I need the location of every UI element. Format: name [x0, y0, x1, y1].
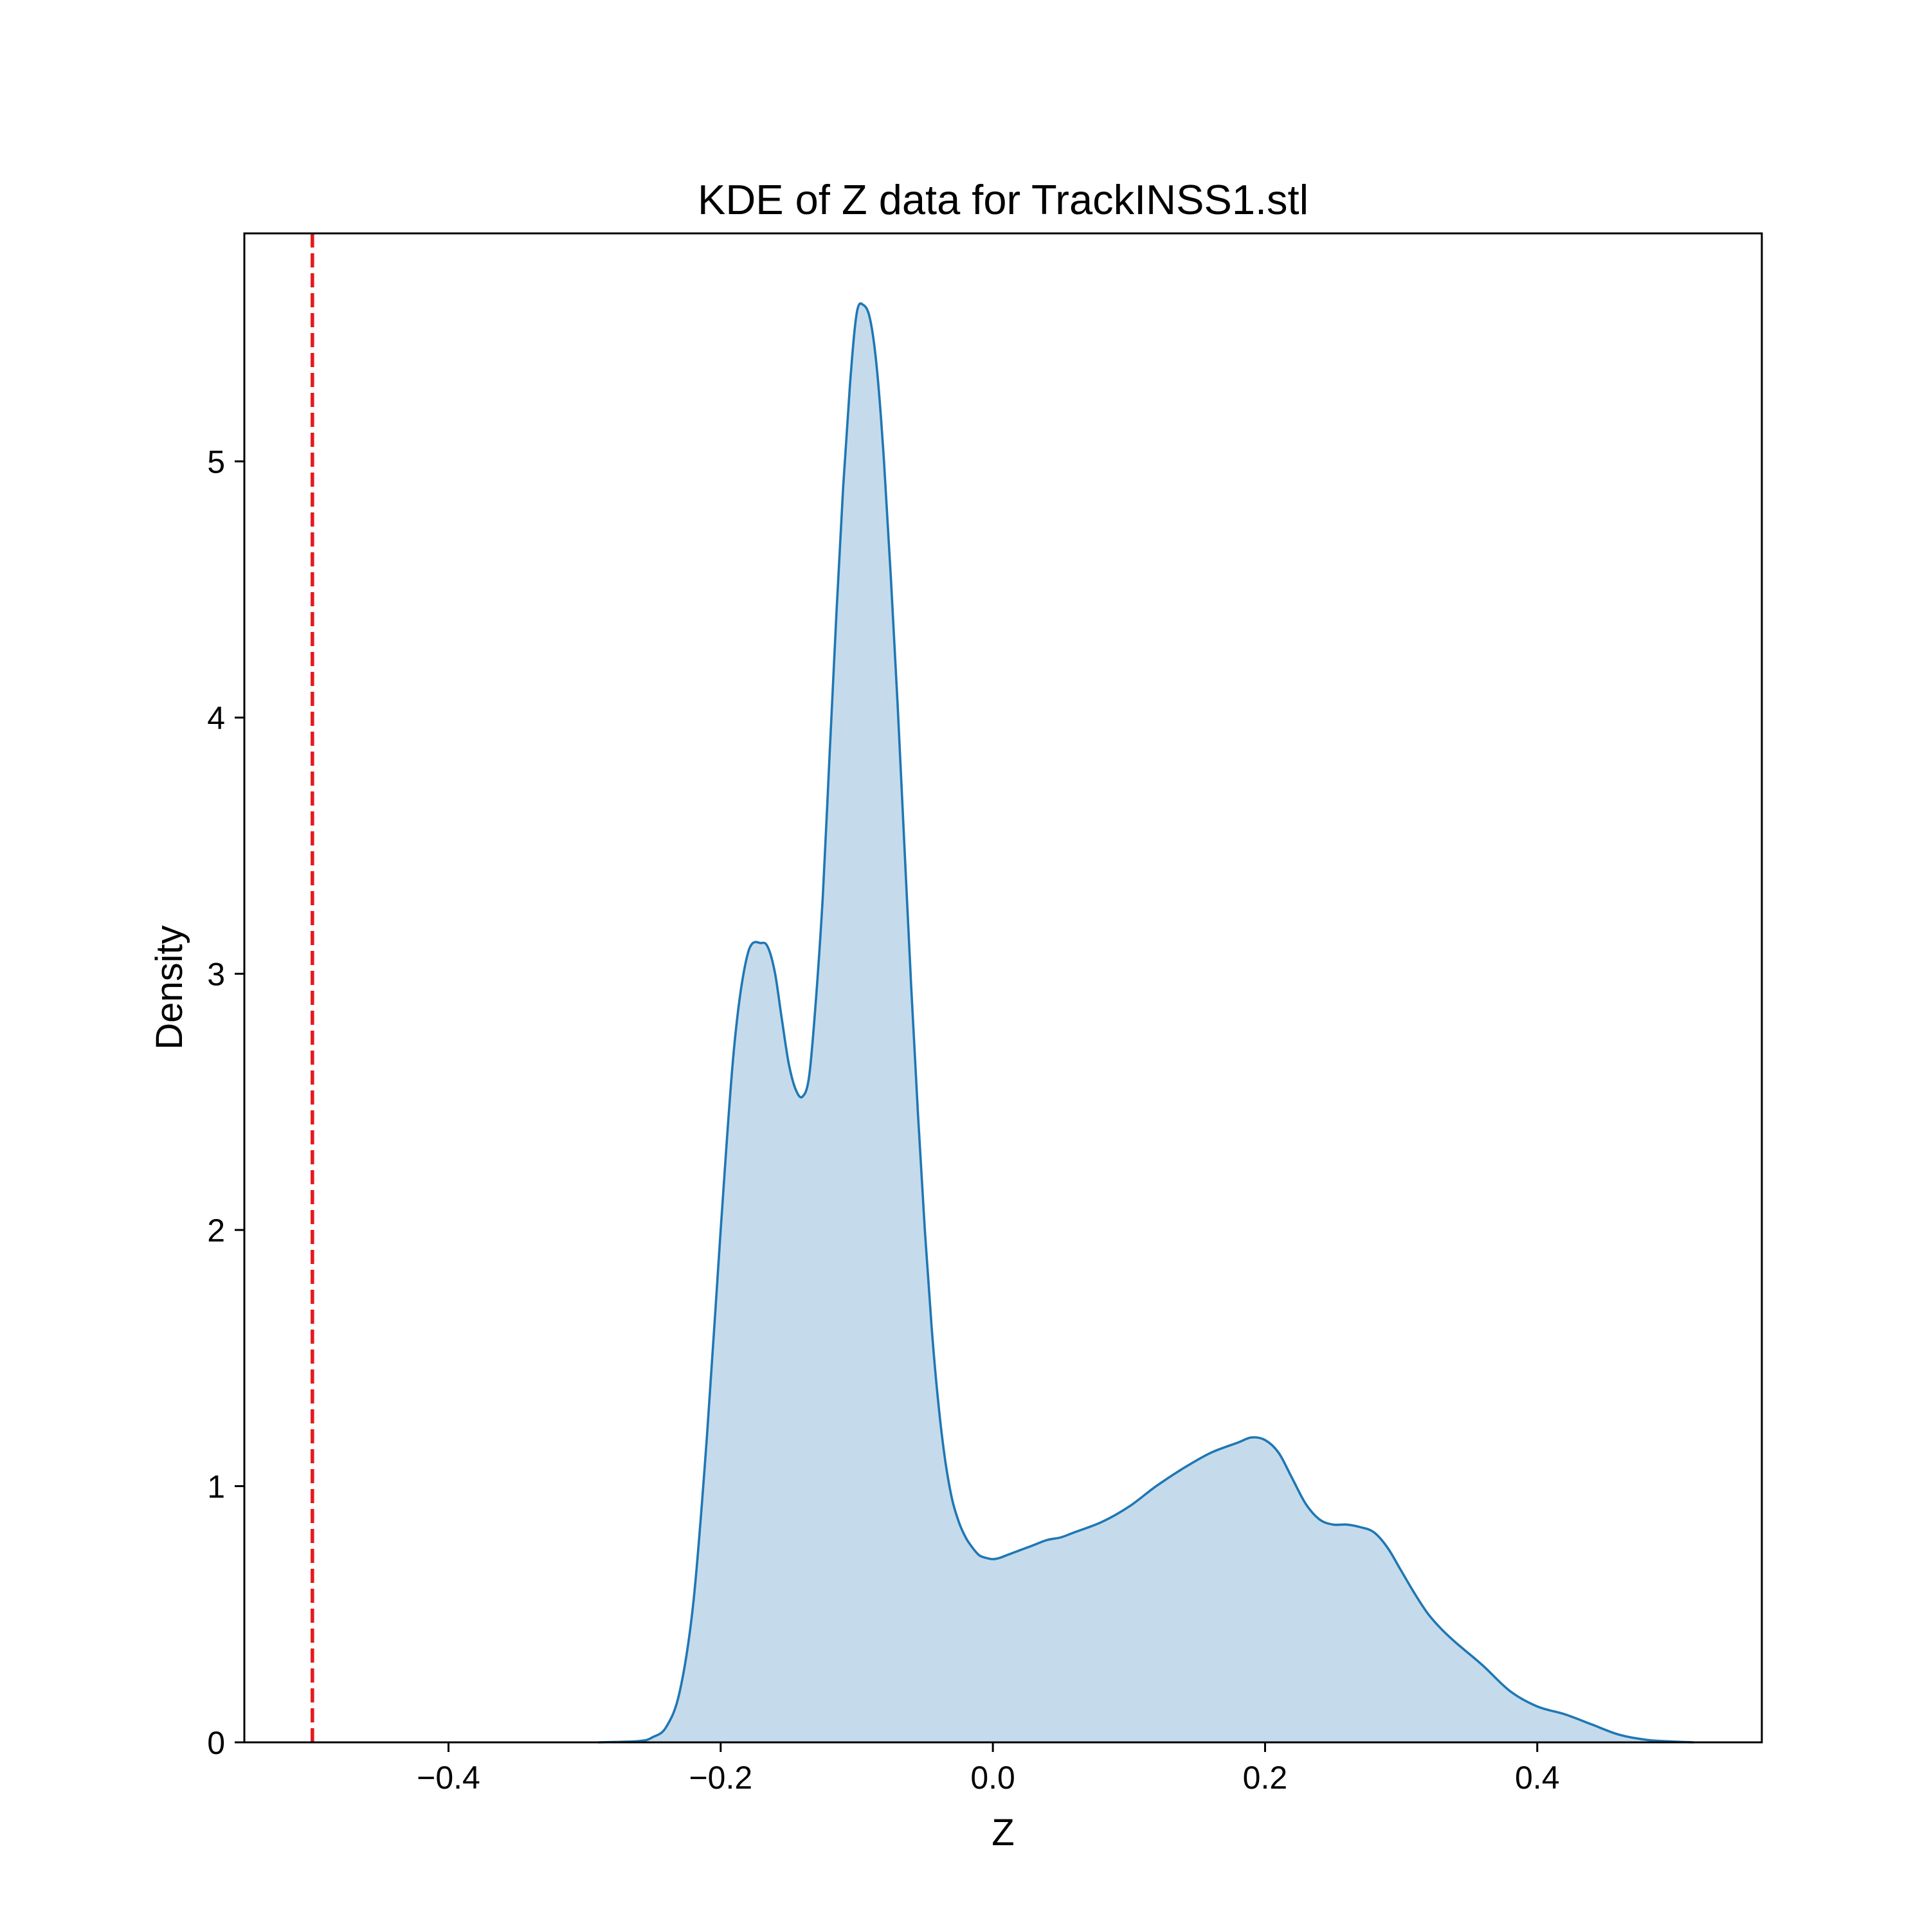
- y-axis-ticks: 0 1 2 3 4 5: [207, 444, 244, 1761]
- density-area-fill: [598, 303, 1694, 1743]
- x-tick-label: −0.4: [417, 1760, 480, 1796]
- y-axis-label: Density: [149, 925, 190, 1049]
- x-tick-label: 0.2: [1243, 1760, 1288, 1796]
- y-tick-label: 1: [207, 1469, 225, 1505]
- y-tick-label: 2: [207, 1213, 225, 1249]
- plot-frame: [243, 232, 1763, 1744]
- x-tick-label: 0.4: [1515, 1760, 1560, 1796]
- x-axis-ticks: −0.4 −0.2 0.0 0.2 0.4: [417, 1742, 1560, 1796]
- chart-title: KDE of Z data for TrackINSS1.stl: [698, 176, 1309, 223]
- x-tick-label: −0.2: [689, 1760, 752, 1796]
- y-tick-label: 4: [207, 700, 225, 736]
- x-tick-label: 0.0: [970, 1760, 1015, 1796]
- y-tick-label: 3: [207, 957, 225, 993]
- y-tick-label: 5: [207, 444, 225, 480]
- y-tick-label: 0: [207, 1725, 225, 1761]
- x-axis-label: Z: [992, 1812, 1014, 1854]
- density-curve-line: [598, 302, 1694, 1744]
